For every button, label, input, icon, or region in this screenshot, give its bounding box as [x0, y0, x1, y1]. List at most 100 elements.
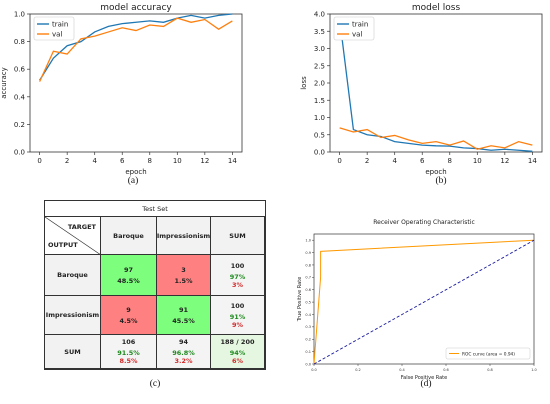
caption-d: (d) [420, 379, 432, 389]
x-tick-label: 0 [37, 157, 41, 165]
cell-count: 91 [178, 305, 189, 314]
y-tick-label: 1.0 [305, 238, 311, 242]
x-tick-label: 10 [173, 157, 182, 165]
y-tick-label: 2.0 [314, 80, 325, 88]
y-tick-label: 0.0 [14, 149, 25, 157]
x-tick-label: 12 [500, 157, 509, 165]
y-tick-label: 0.7 [305, 276, 311, 280]
cell-count: 3 [181, 265, 186, 274]
roc-curve-line [313, 239, 535, 365]
y-tick-label: 0.4 [305, 313, 311, 317]
y-tick-label: 4.0 [314, 11, 325, 19]
y-tick-label: 0.2 [14, 121, 25, 129]
x-tick-label: 8 [448, 157, 452, 165]
x-tick-label: 0 [337, 157, 341, 165]
target-label: TARGET [67, 223, 96, 231]
cell-error-percent: 3.2% [174, 357, 193, 365]
y-tick-label: 0.1 [305, 350, 311, 354]
cell-error-percent: 9% [231, 320, 244, 329]
legend: train val [333, 16, 375, 41]
matrix-cell: 91 45.5% [157, 296, 211, 335]
y-tick-label: 0.5 [305, 300, 311, 304]
x-tick-label: 10 [473, 157, 482, 165]
caption-a: (a) [127, 176, 139, 186]
x-tick-label: 4 [92, 157, 97, 165]
matrix-cell: 106 91.5% 8.5% [101, 335, 157, 369]
cell-percent: 97% [229, 272, 246, 281]
roc-chart: Receiver Operating Characteristic 0.0 0.2 0… [297, 219, 537, 380]
cell-error-percent: 3% [231, 280, 244, 289]
x-tick-label: 0.6 [443, 368, 449, 372]
legend-label-val: val [352, 31, 362, 39]
x-tick-label: 4 [392, 157, 397, 165]
x-tick-label: 0.0 [311, 368, 317, 372]
cell-count: 9 [126, 305, 131, 314]
x-tick-label: 8 [148, 157, 152, 165]
column-header: SUM [211, 217, 265, 255]
y-tick-label: 3.5 [314, 28, 325, 36]
cell-percent: 4.5% [119, 316, 138, 325]
legend: train val [33, 16, 75, 41]
cell-percent: 94% [229, 349, 246, 357]
y-axis-label: True Positive Rate [297, 277, 303, 323]
x-tick-label: 2 [365, 157, 369, 165]
plot-frame [313, 233, 535, 365]
loss-chart: model loss 0 2 4 6 8 10 12 14 0.0 0.5 1.0 1.5 2.0 2.5 3… [300, 3, 543, 176]
cell-percent: 48.5% [117, 276, 140, 285]
y-tick-label: 0.0 [305, 362, 311, 366]
chart-title: model accuracy [100, 3, 172, 13]
cell-count: 97 [123, 265, 134, 274]
cell-count: 188 / 200 [220, 338, 255, 346]
matrix-cell: 94 96.8% 3.2% [157, 335, 211, 369]
row-header: SUM [45, 335, 101, 369]
x-tick-label: 6 [120, 157, 125, 165]
y-axis-label: accuracy [0, 67, 8, 99]
x-tick-label: 2 [65, 157, 69, 165]
plot-frame [29, 13, 243, 153]
cell-count: 94 [178, 338, 189, 346]
matrix-cell: 100 97% 3% [211, 255, 265, 296]
x-axis-label: epoch [125, 168, 146, 176]
legend-label-val: val [52, 31, 62, 39]
output-label: OUTPUT [48, 241, 78, 249]
y-tick-label: 0.3 [305, 325, 311, 329]
x-tick-label: 14 [528, 157, 537, 165]
legend-label: ROC curve (area = 0.94) [462, 351, 515, 357]
y-tick-label: 0.0 [314, 149, 325, 157]
chart-title: Receiver Operating Characteristic [373, 219, 475, 226]
column-header: Baroque [101, 217, 157, 255]
corner-header: TARGET OUTPUT [45, 217, 101, 255]
confusion-matrix: Test Set TARGET OUTPUT Baroque Impressionis… [44, 200, 266, 370]
cell-percent: 91.5% [117, 349, 140, 357]
x-tick-label: 12 [200, 157, 209, 165]
y-tick-label: 1.0 [314, 114, 325, 122]
x-tick-label: 1.0 [531, 368, 537, 372]
legend-label-train: train [352, 21, 368, 29]
y-tick-label: 1.0 [14, 11, 25, 19]
y-tick-label: 0.5 [314, 131, 325, 139]
cell-percent: 45.5% [172, 316, 195, 325]
y-tick-label: 0.6 [305, 288, 311, 292]
y-tick-label: 0.2 [305, 338, 311, 342]
confusion-matrix-title: Test Set [45, 201, 265, 217]
legend: ROC curve (area = 0.94) [445, 347, 531, 360]
y-tick-label: 0.9 [305, 251, 311, 255]
cell-percent: 91% [229, 312, 246, 321]
matrix-cell: 3 1.5% [157, 255, 211, 296]
x-tick-label: 0.8 [487, 368, 493, 372]
x-tick-label: 6 [420, 157, 425, 165]
matrix-cell: 97 48.5% [101, 255, 157, 296]
matrix-cell: 188 / 200 94% 6% [211, 335, 265, 369]
y-tick-label: 3.0 [314, 45, 325, 53]
y-tick-label: 0.4 [14, 93, 26, 101]
cell-error-percent: 8.5% [119, 357, 138, 365]
cell-error-percent: 6% [231, 357, 244, 365]
cell-count: 100 [230, 301, 245, 310]
y-tick-label: 1.5 [314, 97, 325, 105]
corner-diagonal [45, 217, 101, 255]
x-axis-label: epoch [425, 168, 446, 176]
y-tick-label: 0.8 [14, 38, 25, 46]
legend-label-train: train [52, 21, 68, 29]
cell-count: 100 [230, 261, 245, 270]
x-axis-label: False Positive Rate [401, 375, 447, 380]
